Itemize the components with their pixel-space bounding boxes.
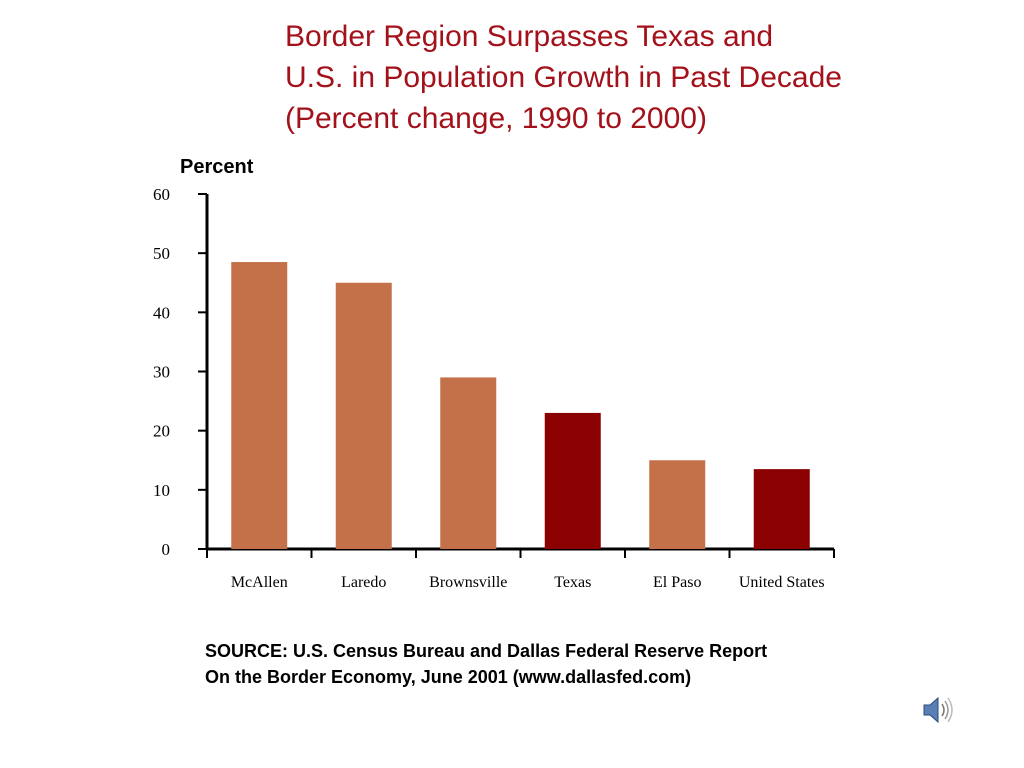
- source-line-2: On the Border Economy, June 2001 (www.da…: [205, 667, 692, 687]
- bar-brownsville: [440, 377, 497, 549]
- title-line-2: U.S. in Population Growth in Past Decade: [285, 61, 842, 94]
- x-category-label: Brownsville: [429, 574, 507, 591]
- source-line-1: SOURCE: U.S. Census Bureau and Dallas Fe…: [205, 641, 768, 661]
- speaker-icon-graphic: [923, 696, 953, 724]
- y-tick-label: 60: [153, 185, 170, 204]
- y-tick-label: 40: [153, 303, 170, 322]
- title-line-1: Border Region Surpasses Texas and: [285, 20, 774, 53]
- speaker-icon[interactable]: [918, 690, 958, 730]
- chart-title: Border Region Surpasses Texas and U.S. i…: [285, 16, 842, 139]
- x-category-label: McAllen: [231, 574, 288, 591]
- bar-el-paso: [649, 460, 706, 549]
- y-tick-label: 10: [153, 481, 170, 500]
- x-category-label: Laredo: [341, 574, 386, 591]
- x-category-label: Texas: [554, 574, 591, 591]
- bar-texas: [544, 412, 601, 549]
- bar-laredo: [335, 282, 392, 549]
- bar-united-states: [753, 469, 810, 549]
- source-note: SOURCE: U.S. Census Bureau and Dallas Fe…: [205, 638, 767, 690]
- bar-mcallen: [231, 262, 288, 549]
- x-category-label: El Paso: [653, 574, 701, 591]
- y-tick-label: 20: [153, 422, 170, 441]
- y-tick-label: 50: [153, 244, 170, 263]
- y-tick-label: 30: [153, 363, 170, 382]
- y-axis-label: Percent: [180, 156, 254, 178]
- x-category-label: United States: [739, 574, 825, 591]
- y-tick-label: 0: [162, 540, 171, 559]
- title-line-3: (Percent change, 1990 to 2000): [285, 102, 707, 135]
